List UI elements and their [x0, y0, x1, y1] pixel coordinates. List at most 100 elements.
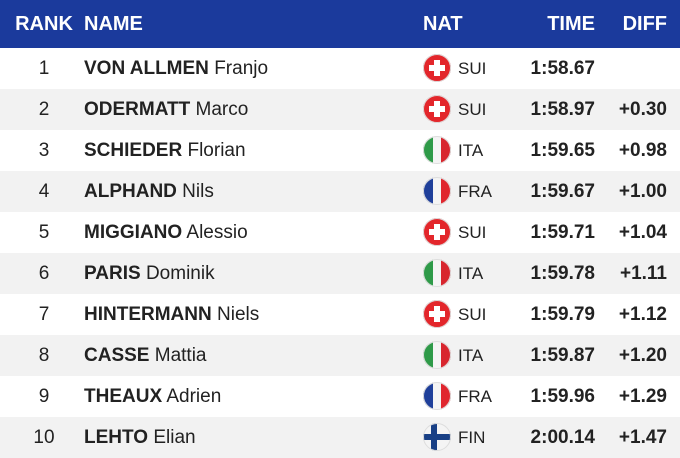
- diff-cell: +0.30: [618, 99, 667, 120]
- time-cell: 1:59.78: [530, 263, 595, 284]
- rank-cell: 2: [38, 99, 50, 120]
- first-name: Alessio: [186, 222, 248, 243]
- time-cell: 1:59.71: [530, 222, 595, 243]
- time-cell: 1:59.96: [530, 386, 595, 407]
- first-name: Florian: [187, 140, 246, 161]
- time-cell: 2:00.14: [530, 427, 595, 448]
- name-cell: PARIS Dominik: [84, 253, 215, 294]
- header-cell: NAME: [84, 13, 143, 35]
- name-cell: HINTERMANN Niels: [84, 294, 259, 335]
- name-cell: LEHTO Elian: [84, 417, 196, 458]
- flag: [423, 259, 451, 287]
- first-name: Marco: [195, 99, 249, 120]
- table-row: 4 ALPHAND Nils FRA 1:59.67 +1.00: [0, 171, 680, 212]
- flag: [423, 95, 451, 123]
- flag: [423, 136, 451, 164]
- rank-cell: 4: [38, 181, 50, 202]
- header-cell: NAT: [423, 13, 463, 35]
- diff-cell: +1.29: [618, 386, 667, 407]
- diff-cell: +1.12: [618, 304, 667, 325]
- table-row: 1 VON ALLMEN Franjo SUI 1:58.67: [0, 48, 680, 89]
- surname: SCHIEDER: [84, 140, 183, 161]
- name-cell: VON ALLMEN Franjo: [84, 48, 268, 89]
- header-cell: DIFF: [622, 13, 667, 35]
- flag: [423, 218, 451, 246]
- diff-cell: +1.04: [618, 222, 667, 243]
- nat-cell: SUI: [458, 223, 487, 242]
- nat-cell: FRA: [458, 182, 492, 201]
- rank-cell: 1: [38, 58, 50, 79]
- name-cell: THEAUX Adrien: [84, 376, 221, 417]
- surname: MIGGIANO: [84, 222, 183, 243]
- time-cell: 1:59.67: [530, 181, 595, 202]
- flag-icon: [423, 259, 451, 293]
- flag: [423, 423, 451, 451]
- nat-cell: FRA: [458, 387, 492, 406]
- flag: [423, 341, 451, 369]
- flag: [423, 54, 451, 82]
- diff-cell: +1.20: [618, 345, 667, 366]
- surname: HINTERMANN: [84, 304, 212, 325]
- name-cell: MIGGIANO Alessio: [84, 212, 248, 253]
- surname: PARIS: [84, 263, 141, 284]
- flag-icon: [423, 177, 451, 211]
- nat-cell: SUI: [458, 59, 487, 78]
- nat-cell: SUI: [458, 305, 487, 324]
- time-cell: 1:59.87: [530, 345, 595, 366]
- table-row: 3 SCHIEDER Florian ITA 1:59.65 +0.98: [0, 130, 680, 171]
- surname: LEHTO: [84, 427, 149, 448]
- flag-icon: [423, 382, 451, 416]
- table-row: 5 MIGGIANO Alessio SUI 1:59.71 +1.04: [0, 212, 680, 253]
- surname: CASSE: [84, 345, 150, 366]
- flag-icon: [423, 300, 451, 334]
- name-cell: ALPHAND Nils: [84, 171, 214, 212]
- nat-cell: ITA: [458, 141, 484, 160]
- rank-cell: 5: [38, 222, 50, 243]
- flag-icon: [423, 341, 451, 375]
- name-cell: SCHIEDER Florian: [84, 130, 246, 171]
- table-header: RANK NAME NAT TIME DIFF: [0, 0, 680, 48]
- diff-cell: +1.47: [618, 427, 667, 448]
- diff-cell: +1.11: [619, 263, 667, 284]
- time-cell: 1:59.65: [530, 140, 595, 161]
- first-name: Franjo: [214, 58, 269, 79]
- name-cell: ODERMATT Marco: [84, 89, 248, 130]
- diff-cell: +0.98: [618, 140, 667, 161]
- surname: THEAUX: [84, 386, 163, 407]
- table-row: 6 PARIS Dominik ITA 1:59.78 +1.11: [0, 253, 680, 294]
- surname: ALPHAND: [84, 181, 177, 202]
- name-cell: CASSE Mattia: [84, 335, 207, 376]
- time-cell: 1:58.97: [530, 99, 595, 120]
- flag-icon: [423, 136, 451, 170]
- rank-cell: 8: [38, 345, 50, 366]
- rank-cell: 3: [38, 140, 50, 161]
- header-cell: TIME: [547, 13, 595, 35]
- rank-cell: 10: [33, 427, 55, 448]
- nat-cell: SUI: [458, 100, 487, 119]
- nat-cell: ITA: [458, 346, 484, 365]
- rank-cell: 6: [38, 263, 50, 284]
- nat-cell: FIN: [458, 428, 486, 447]
- diff-cell: +1.00: [618, 181, 667, 202]
- flag: [423, 300, 451, 328]
- surname: VON ALLMEN: [84, 58, 209, 79]
- flag: [423, 177, 451, 205]
- table-row: 10 LEHTO Elian FIN 2:00.14 +1.47: [0, 417, 680, 458]
- header-cell: RANK: [15, 13, 73, 35]
- flag-icon: [423, 95, 451, 129]
- table-row: 8 CASSE Mattia ITA 1:59.87 +1.20: [0, 335, 680, 376]
- flag-icon: [423, 54, 451, 88]
- surname: ODERMATT: [84, 99, 191, 120]
- nat-cell: ITA: [458, 264, 484, 283]
- first-name: Adrien: [166, 386, 222, 407]
- first-name: Mattia: [154, 345, 207, 366]
- time-cell: 1:59.79: [530, 304, 595, 325]
- first-name: Niels: [217, 304, 260, 325]
- flag: [423, 382, 451, 410]
- table-row: 9 THEAUX Adrien FRA 1:59.96 +1.29: [0, 376, 680, 417]
- rank-cell: 9: [38, 386, 50, 407]
- rank-cell: 7: [38, 304, 50, 325]
- flag-icon: [423, 218, 451, 252]
